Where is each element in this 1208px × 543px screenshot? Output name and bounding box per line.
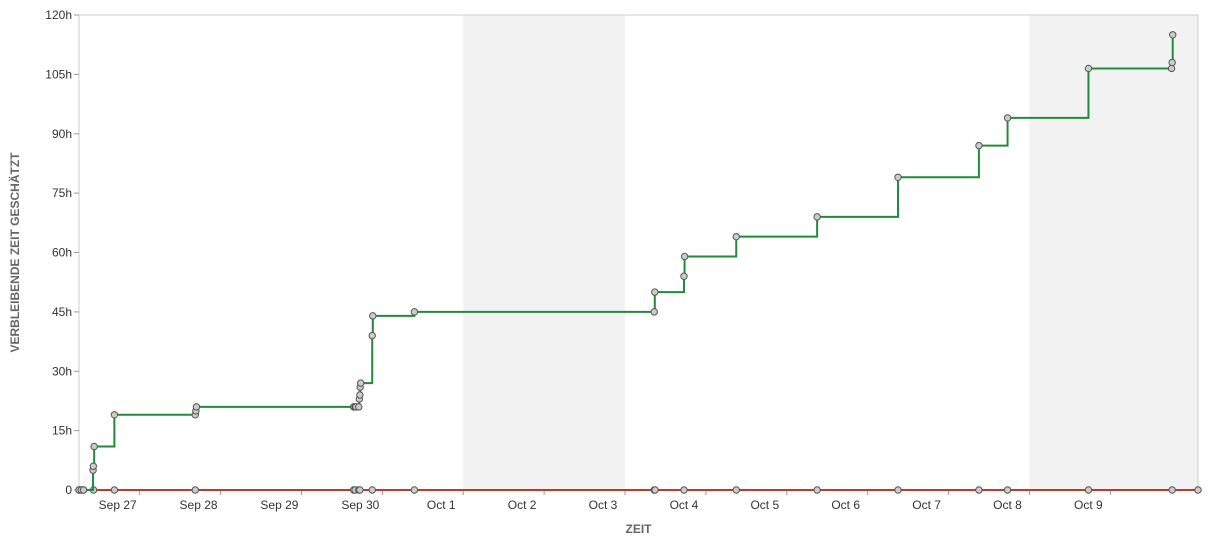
series-0-point[interactable] bbox=[368, 331, 376, 340]
series-1-point[interactable] bbox=[110, 486, 119, 494]
series-line-0 bbox=[79, 34, 1174, 491]
x-tick-label: Oct 9 bbox=[1074, 498, 1103, 512]
weekend-shading bbox=[463, 15, 1198, 490]
x-tick-label: Oct 3 bbox=[589, 498, 618, 512]
series-1-point[interactable] bbox=[191, 486, 199, 494]
x-tick-label: Sep 30 bbox=[341, 498, 379, 512]
series-1-point[interactable] bbox=[1084, 486, 1093, 494]
y-tick-label: 30h bbox=[52, 364, 72, 378]
shaded-range-1 bbox=[1029, 15, 1198, 490]
series-1-point[interactable] bbox=[356, 486, 364, 494]
y-tick-label: 45h bbox=[52, 305, 72, 319]
series-0-point[interactable] bbox=[357, 379, 365, 387]
series-1-point[interactable] bbox=[368, 486, 376, 494]
y-tick-label: 15h bbox=[52, 424, 72, 438]
series-1-point[interactable] bbox=[680, 486, 688, 494]
series-0-point[interactable] bbox=[813, 213, 821, 221]
series-0-point[interactable] bbox=[894, 173, 902, 181]
y-axis: 0 15h 30h 45h 60h 75h 90h 105h 120h bbox=[45, 8, 79, 497]
series-1-point[interactable] bbox=[1194, 486, 1202, 494]
series-0-point[interactable] bbox=[680, 252, 689, 261]
shaded-range-0 bbox=[463, 15, 626, 490]
x-tick-label: Oct 6 bbox=[831, 498, 860, 512]
y-tick-label: 75h bbox=[52, 186, 72, 200]
series-0-point[interactable] bbox=[89, 462, 98, 470]
y-tick-label: 0 bbox=[65, 483, 72, 497]
x-tick-label: Oct 7 bbox=[912, 498, 941, 512]
series-0-point[interactable] bbox=[355, 403, 363, 411]
series-0-point[interactable] bbox=[680, 272, 688, 280]
series-layer bbox=[75, 31, 1202, 494]
series-0-point[interactable] bbox=[1084, 64, 1093, 73]
series-1-point[interactable] bbox=[1003, 486, 1012, 494]
series-0-point[interactable] bbox=[732, 232, 740, 241]
x-tick-label: Oct 8 bbox=[993, 498, 1022, 512]
series-0-point[interactable] bbox=[975, 141, 983, 150]
y-axis-title: VERBLEIBENDE ZEIT GESCHÄTZT bbox=[7, 152, 22, 353]
y-tick-label: 105h bbox=[45, 67, 72, 81]
series-1-point[interactable] bbox=[813, 486, 821, 494]
x-tick-label: Oct 2 bbox=[508, 498, 537, 512]
y-tick-label: 90h bbox=[52, 127, 72, 141]
x-tick-label: Sep 27 bbox=[99, 498, 137, 512]
series-0-point[interactable] bbox=[1167, 64, 1176, 73]
x-tick-label: Oct 5 bbox=[750, 498, 779, 512]
series-1-point[interactable] bbox=[975, 486, 983, 494]
series-0-point[interactable] bbox=[651, 288, 659, 296]
x-tick-label: Sep 28 bbox=[180, 498, 218, 512]
x-tick-label: Oct 4 bbox=[670, 498, 699, 512]
x-tick-label: Oct 1 bbox=[427, 498, 456, 512]
series-0-point[interactable] bbox=[1169, 31, 1177, 39]
series-0-point[interactable] bbox=[79, 486, 88, 494]
series-0 bbox=[75, 31, 1177, 494]
series-0-point[interactable] bbox=[650, 308, 658, 316]
series-0-point[interactable] bbox=[410, 308, 419, 316]
series-0-point[interactable] bbox=[110, 411, 119, 419]
series-1-point[interactable] bbox=[1168, 486, 1176, 494]
x-axis: Sep 27 Sep 28 Sep 29 Sep 30 Oct 1 Oct 2 Oct 3 O… bbox=[99, 490, 1111, 512]
series-0-point[interactable] bbox=[1003, 114, 1012, 122]
x-axis-title: ZEIT bbox=[626, 522, 653, 536]
series-0-point[interactable] bbox=[192, 403, 201, 411]
y-tick-label: 60h bbox=[52, 246, 72, 260]
series-0-point[interactable] bbox=[90, 442, 98, 451]
series-1-point[interactable] bbox=[732, 486, 740, 494]
series-0-point[interactable] bbox=[369, 312, 377, 320]
series-0-point[interactable] bbox=[1168, 58, 1176, 67]
series-1-point[interactable] bbox=[410, 486, 419, 494]
series-1-point[interactable] bbox=[651, 486, 659, 494]
series-1-point[interactable] bbox=[894, 486, 902, 494]
series-0-point[interactable] bbox=[356, 391, 364, 399]
y-tick-label: 120h bbox=[45, 8, 72, 22]
x-tick-label: Sep 29 bbox=[260, 498, 298, 512]
